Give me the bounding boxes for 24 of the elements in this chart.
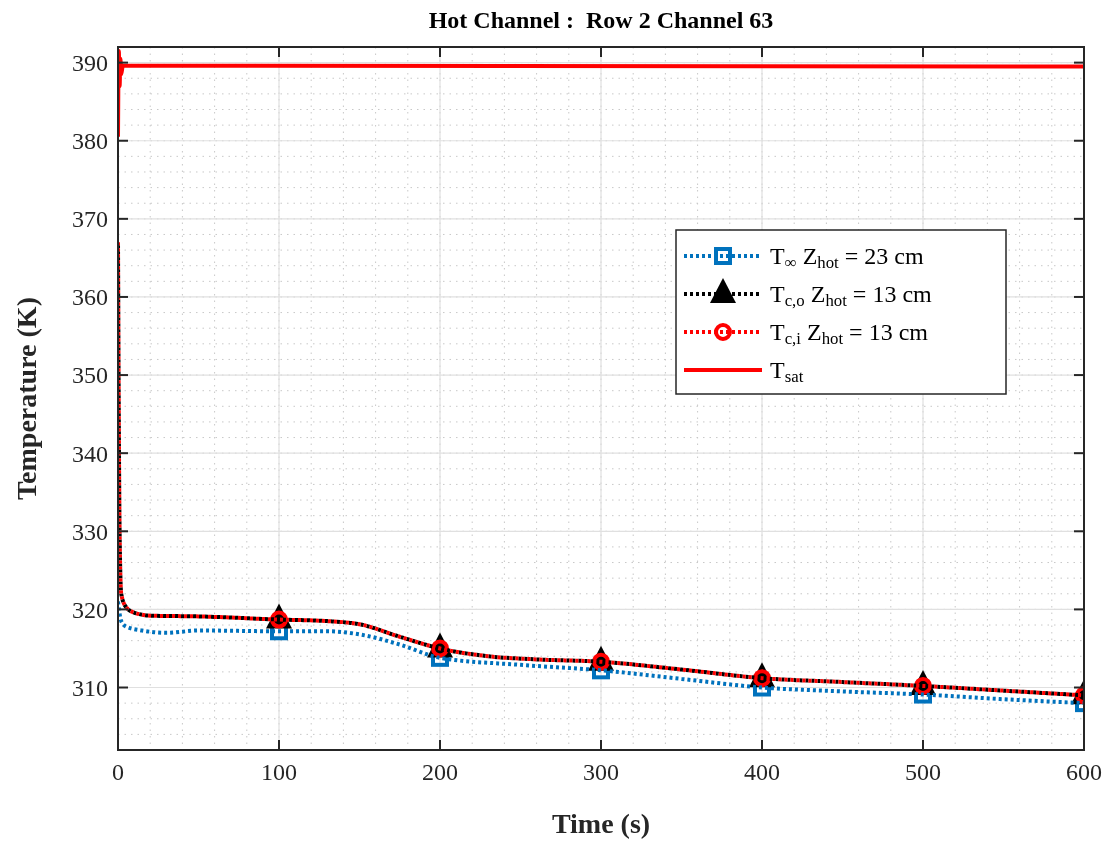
- legend-label: T$_{c,o}$ Z$_{hot}$ = 13 cm: [770, 281, 933, 311]
- x-tick-label: 200: [422, 759, 458, 785]
- x-tick-label: 0: [112, 759, 124, 785]
- y-tick-label: 380: [72, 128, 108, 155]
- y-tick-label: 350: [72, 362, 108, 389]
- x-tick-label: 100: [261, 759, 297, 785]
- legend-label: T$_{c,i}$ Z$_{hot}$ = 13 cm: [770, 319, 929, 349]
- x-axis-title: Time (s): [551, 808, 651, 839]
- line-series: [118, 48, 1084, 139]
- y-tick-label: 330: [72, 518, 108, 545]
- x-tick-label: 400: [744, 759, 780, 785]
- y-tick-label: 370: [72, 206, 108, 233]
- y-tick-label: 310: [72, 674, 108, 701]
- legend-label: T$_{∞}$ Z$_{hot}$ = 23 cm: [770, 243, 924, 273]
- x-tick-label: 300: [583, 759, 619, 785]
- y-tick-label: 360: [72, 284, 108, 311]
- y-tick-label: 390: [72, 50, 108, 77]
- x-tick-label: 600: [1066, 759, 1102, 785]
- chart-title: Hot Channel : Row 2 Channel 63: [428, 7, 774, 33]
- legend-label: T$_{sat}$: [770, 357, 804, 387]
- y-tick-label: 320: [72, 596, 108, 623]
- x-tick-label: 500: [905, 759, 941, 785]
- y-tick-label: 340: [72, 440, 108, 467]
- y-axis-title: Temperature (K): [11, 297, 42, 500]
